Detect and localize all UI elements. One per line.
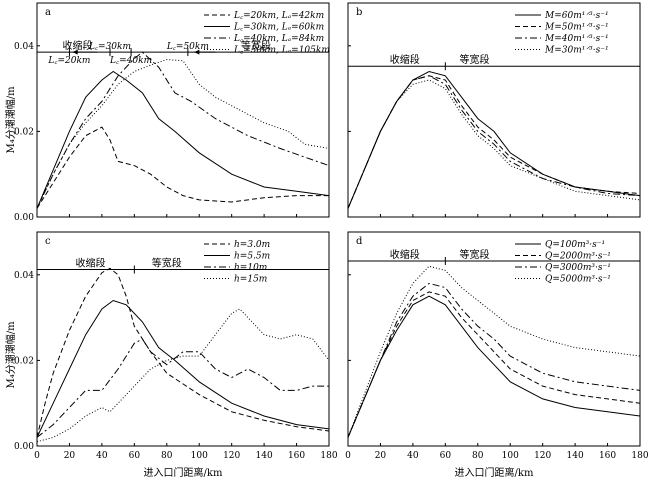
legend-label: Q=5000m³·s⁻¹	[545, 275, 611, 285]
divider-label: L꜀=30km	[88, 42, 131, 52]
x-tick-label: 20	[64, 451, 76, 461]
legend-label: Q=100m³·s⁻¹	[545, 240, 605, 250]
x-tick-label: 80	[472, 451, 484, 461]
divider-label: L꜀=20km	[47, 56, 90, 66]
panel-letter: a	[45, 7, 51, 18]
segment-arrowhead	[72, 49, 78, 55]
y-tick-label: 0.00	[14, 213, 34, 223]
legend-label: h=3.0m	[234, 240, 270, 250]
legend-label: L꜀=40km, Lₐ=84km	[233, 34, 324, 44]
x-axis-label-right: 进入口门距离/km	[455, 466, 534, 479]
segment-label: 收缩段	[63, 39, 93, 52]
series-line	[36, 267, 330, 438]
x-tick-label: 140	[567, 451, 584, 461]
segment-label: 等宽段	[152, 257, 182, 270]
series-line	[347, 70, 641, 209]
plot-frame	[36, 2, 330, 218]
x-tick-label: 0	[34, 451, 40, 461]
segment-label: 收缩段	[390, 53, 420, 66]
x-tick-label: 160	[288, 451, 305, 461]
plot-frame	[36, 231, 330, 447]
x-tick-label: 100	[502, 451, 519, 461]
segment-arrowhead	[194, 49, 200, 55]
legend-label: M=50m¹ᐟ³·s⁻¹	[544, 23, 609, 33]
legend-label: M=40m¹ᐟ³·s⁻¹	[544, 34, 609, 44]
legend-label: L꜀=30km, Lₐ=60km	[233, 23, 324, 33]
plot-frame	[347, 2, 641, 218]
series-line	[347, 282, 641, 438]
x-tick-label: 100	[191, 451, 208, 461]
series-line	[347, 291, 641, 438]
x-tick-label: 140	[256, 451, 273, 461]
panel-letter: c	[45, 236, 51, 247]
legend-label: Q=3000m³·s⁻¹	[545, 263, 611, 273]
segment-label: 等宽段	[460, 53, 490, 66]
segment-label: 收缩段	[390, 248, 420, 261]
panel-layer: a0.000.020.04 收缩段 等宽段L꜀=20kmL꜀=30kmL꜀=40km…	[14, 2, 649, 461]
x-tick-label: 0	[345, 451, 351, 461]
panel-a: a 0.00 0.02 0.04 收缩段 等宽段 L꜀=20km L꜀=30km L꜀=40km…	[14, 2, 330, 223]
legend-label: h=15m	[234, 275, 267, 285]
series-line	[347, 75, 641, 209]
series-line	[36, 308, 330, 443]
x-tick-label: 120	[223, 451, 240, 461]
x-tick-label: 60	[129, 451, 141, 461]
segment-label: 收缩段	[76, 257, 106, 270]
y-tick-label: 0.00	[14, 442, 34, 452]
series-line	[36, 51, 330, 209]
panel-d: d 0 20 40 60 80 100 120 140 160 180 收缩段 等宽段 Q=100m³·s…	[345, 231, 649, 461]
y-tick-label: 0.04	[14, 42, 34, 52]
x-tick-label: 80	[161, 451, 173, 461]
series-line	[347, 79, 641, 209]
panel-letter: b	[356, 7, 362, 18]
legend-label: M=30m¹ᐟ³·s⁻¹	[544, 46, 609, 56]
series-line	[36, 70, 330, 209]
plot-frame	[347, 231, 641, 447]
segment-label: 等宽段	[241, 39, 271, 52]
x-tick-label: 60	[440, 451, 452, 461]
series-line	[347, 265, 641, 438]
x-tick-label: 20	[375, 451, 387, 461]
legend-label: L꜀=20km, Lₐ=42km	[233, 11, 324, 21]
divider-label: L꜀=50km	[166, 42, 209, 52]
series-line	[36, 338, 329, 438]
legend-label: h=10m	[234, 263, 267, 273]
series-line	[347, 295, 641, 438]
y-tick-label: 0.04	[14, 271, 34, 281]
panel-b: b 收缩段 等宽段 M=60m¹ᐟ³·s⁻¹ M=50m¹ᐟ³·s⁻¹M=40m¹ᐟ³·…	[347, 2, 641, 218]
series-line	[347, 75, 641, 209]
x-tick-label: 180	[320, 451, 337, 461]
x-tick-label: 120	[534, 451, 551, 461]
series-line	[36, 299, 330, 438]
x-tick-label: 40	[96, 451, 108, 461]
legend-label: h=5.5m	[234, 252, 270, 262]
series-line	[36, 58, 330, 209]
x-tick-label: 40	[407, 451, 419, 461]
x-tick-label: 160	[599, 451, 616, 461]
y-axis-label-top: M₄分潮潮幅/m	[4, 86, 17, 154]
divider-label: L꜀=40km	[109, 56, 152, 66]
y-tick-label: 0.02	[14, 356, 34, 366]
y-axis-label-bottom: M₄分潮潮幅/m	[4, 321, 17, 389]
x-tick-label: 180	[631, 451, 648, 461]
y-tick-label: 0.02	[14, 127, 34, 137]
panel-c: c 0 20 40 60 80 100 120 140 160 180 0.00 0.02 0.04 收缩段…	[14, 231, 338, 461]
panel-letter: d	[356, 236, 363, 247]
x-axis-label-left: 进入口门距离/km	[144, 466, 223, 479]
legend-label: Q=2000m³·s⁻¹	[545, 252, 611, 262]
series-line	[36, 126, 329, 209]
segment-label: 等宽段	[460, 248, 490, 261]
legend-label: L꜀=50km, Lₐ=105km	[233, 46, 330, 56]
legend-label: M=60m¹ᐟ³·s⁻¹	[544, 11, 609, 21]
